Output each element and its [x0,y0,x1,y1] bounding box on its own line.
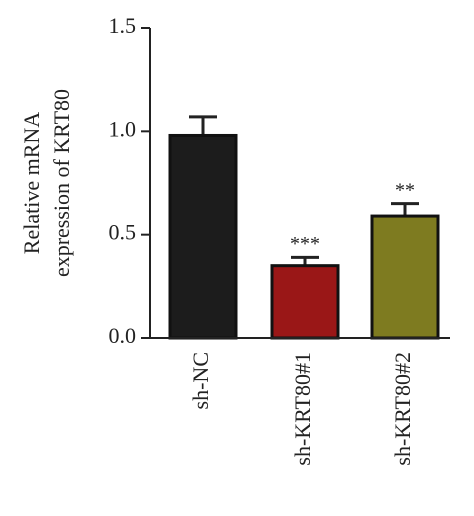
y-tick-label: 1.0 [109,116,137,141]
y-axis-label: Relative mRNA [19,112,44,254]
y-tick-label: 0.0 [109,323,137,348]
significance-label: *** [290,233,320,255]
x-tick-label: sh-NC [188,352,213,409]
bar [370,214,440,340]
x-tick-label: sh-KRT80#1 [290,352,315,466]
y-axis-label: expression of KRT80 [49,89,74,277]
bar [270,264,340,340]
y-tick-label: 0.5 [109,220,137,245]
bar [168,133,238,340]
x-tick-label: sh-KRT80#2 [390,352,415,466]
significance-label: ** [395,179,415,201]
y-tick-label: 1.5 [109,13,137,38]
